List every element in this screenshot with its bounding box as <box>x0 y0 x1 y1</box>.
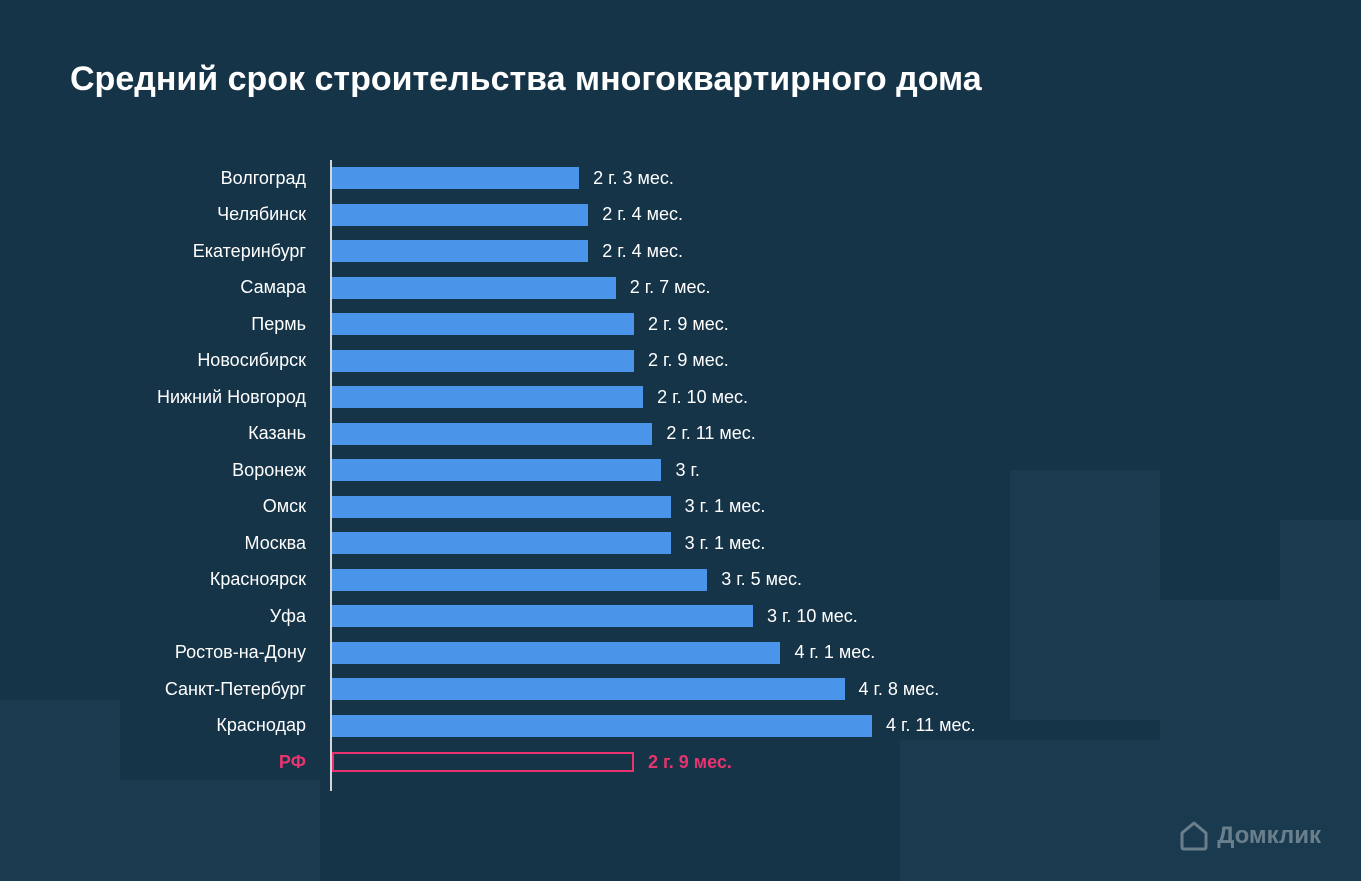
bar <box>332 715 872 737</box>
chart-row: Москва 3 г. 1 мес. <box>70 525 1170 562</box>
row-label: Москва <box>70 533 320 554</box>
chart-row: Уфа 3 г. 10 мес. <box>70 598 1170 635</box>
bar-wrap: 2 г. 9 мес. <box>320 343 1170 380</box>
row-value: 3 г. 1 мес. <box>685 533 766 554</box>
bar <box>332 605 753 627</box>
row-value: 2 г. 4 мес. <box>602 241 683 262</box>
row-value: 4 г. 8 мес. <box>859 679 940 700</box>
row-value: 3 г. 1 мес. <box>685 496 766 517</box>
row-value: 2 г. 7 мес. <box>630 277 711 298</box>
bar-wrap: 2 г. 3 мес. <box>320 160 1170 197</box>
row-label: Воронеж <box>70 460 320 481</box>
bar <box>332 678 845 700</box>
house-icon <box>1179 821 1209 851</box>
row-value: 2 г. 10 мес. <box>657 387 748 408</box>
bar <box>332 752 634 772</box>
bar-wrap: 2 г. 4 мес. <box>320 233 1170 270</box>
chart-row: Самара 2 г. 7 мес. <box>70 270 1170 307</box>
row-label: Новосибирск <box>70 350 320 371</box>
chart-title: Средний срок строительства многоквартирн… <box>70 60 982 99</box>
row-label: Санкт-Петербург <box>70 679 320 700</box>
chart-row: Екатеринбург 2 г. 4 мес. <box>70 233 1170 270</box>
chart-row: РФ 2 г. 9 мес. <box>70 744 1170 781</box>
chart-row: Красноярск 3 г. 5 мес. <box>70 562 1170 599</box>
row-label: Красноярск <box>70 569 320 590</box>
chart-row: Челябинск 2 г. 4 мес. <box>70 197 1170 234</box>
bar-chart: Волгоград 2 г. 3 мес. Челябинск 2 г. 4 мес.… <box>70 160 1170 781</box>
bar <box>332 569 707 591</box>
bar-wrap: 4 г. 1 мес. <box>320 635 1170 672</box>
row-label: Омск <box>70 496 320 517</box>
row-label: Пермь <box>70 314 320 335</box>
bar-wrap: 3 г. 5 мес. <box>320 562 1170 599</box>
row-value: 2 г. 9 мес. <box>648 752 732 773</box>
bar-wrap: 2 г. 9 мес. <box>320 306 1170 343</box>
bar-wrap: 2 г. 7 мес. <box>320 270 1170 307</box>
row-value: 3 г. <box>675 460 699 481</box>
brand-watermark: Домклик <box>1179 821 1321 851</box>
bar <box>332 642 780 664</box>
row-label: Ростов-на-Дону <box>70 642 320 663</box>
chart-row: Нижний Новгород 2 г. 10 мес. <box>70 379 1170 416</box>
bar <box>332 459 661 481</box>
bar-wrap: 2 г. 9 мес. <box>320 744 1170 781</box>
bar <box>332 277 616 299</box>
row-value: 4 г. 1 мес. <box>794 642 875 663</box>
bar-wrap: 2 г. 4 мес. <box>320 197 1170 234</box>
bar <box>332 496 671 518</box>
row-value: 4 г. 11 мес. <box>886 715 975 736</box>
chart-row: Санкт-Петербург 4 г. 8 мес. <box>70 671 1170 708</box>
bar-wrap: 3 г. <box>320 452 1170 489</box>
chart-row: Новосибирск 2 г. 9 мес. <box>70 343 1170 380</box>
chart-row: Ростов-на-Дону 4 г. 1 мес. <box>70 635 1170 672</box>
bar-wrap: 4 г. 11 мес. <box>320 708 1170 745</box>
chart-row: Волгоград 2 г. 3 мес. <box>70 160 1170 197</box>
row-label: Краснодар <box>70 715 320 736</box>
row-label: Нижний Новгород <box>70 387 320 408</box>
brand-name: Домклик <box>1217 822 1321 850</box>
bar-wrap: 3 г. 1 мес. <box>320 525 1170 562</box>
bar-wrap: 3 г. 10 мес. <box>320 598 1170 635</box>
bar <box>332 350 634 372</box>
chart-rows: Волгоград 2 г. 3 мес. Челябинск 2 г. 4 мес.… <box>70 160 1170 781</box>
row-value: 2 г. 3 мес. <box>593 168 674 189</box>
chart-row: Омск 3 г. 1 мес. <box>70 489 1170 526</box>
row-label: РФ <box>70 752 320 773</box>
bar-wrap: 4 г. 8 мес. <box>320 671 1170 708</box>
row-value: 3 г. 5 мес. <box>721 569 802 590</box>
chart-row: Пермь 2 г. 9 мес. <box>70 306 1170 343</box>
row-label: Самара <box>70 277 320 298</box>
row-label: Челябинск <box>70 204 320 225</box>
bar <box>332 532 671 554</box>
row-value: 2 г. 11 мес. <box>666 423 755 444</box>
row-value: 2 г. 9 мес. <box>648 314 729 335</box>
bar <box>332 313 634 335</box>
bar <box>332 204 588 226</box>
bar <box>332 423 652 445</box>
row-value: 3 г. 10 мес. <box>767 606 858 627</box>
bar-wrap: 2 г. 10 мес. <box>320 379 1170 416</box>
bar <box>332 240 588 262</box>
row-value: 2 г. 9 мес. <box>648 350 729 371</box>
row-value: 2 г. 4 мес. <box>602 204 683 225</box>
bar <box>332 386 643 408</box>
row-label: Уфа <box>70 606 320 627</box>
bar-wrap: 3 г. 1 мес. <box>320 489 1170 526</box>
bar <box>332 167 579 189</box>
chart-row: Казань 2 г. 11 мес. <box>70 416 1170 453</box>
chart-row: Воронеж 3 г. <box>70 452 1170 489</box>
row-label: Казань <box>70 423 320 444</box>
row-label: Волгоград <box>70 168 320 189</box>
chart-row: Краснодар 4 г. 11 мес. <box>70 708 1170 745</box>
row-label: Екатеринбург <box>70 241 320 262</box>
bar-wrap: 2 г. 11 мес. <box>320 416 1170 453</box>
